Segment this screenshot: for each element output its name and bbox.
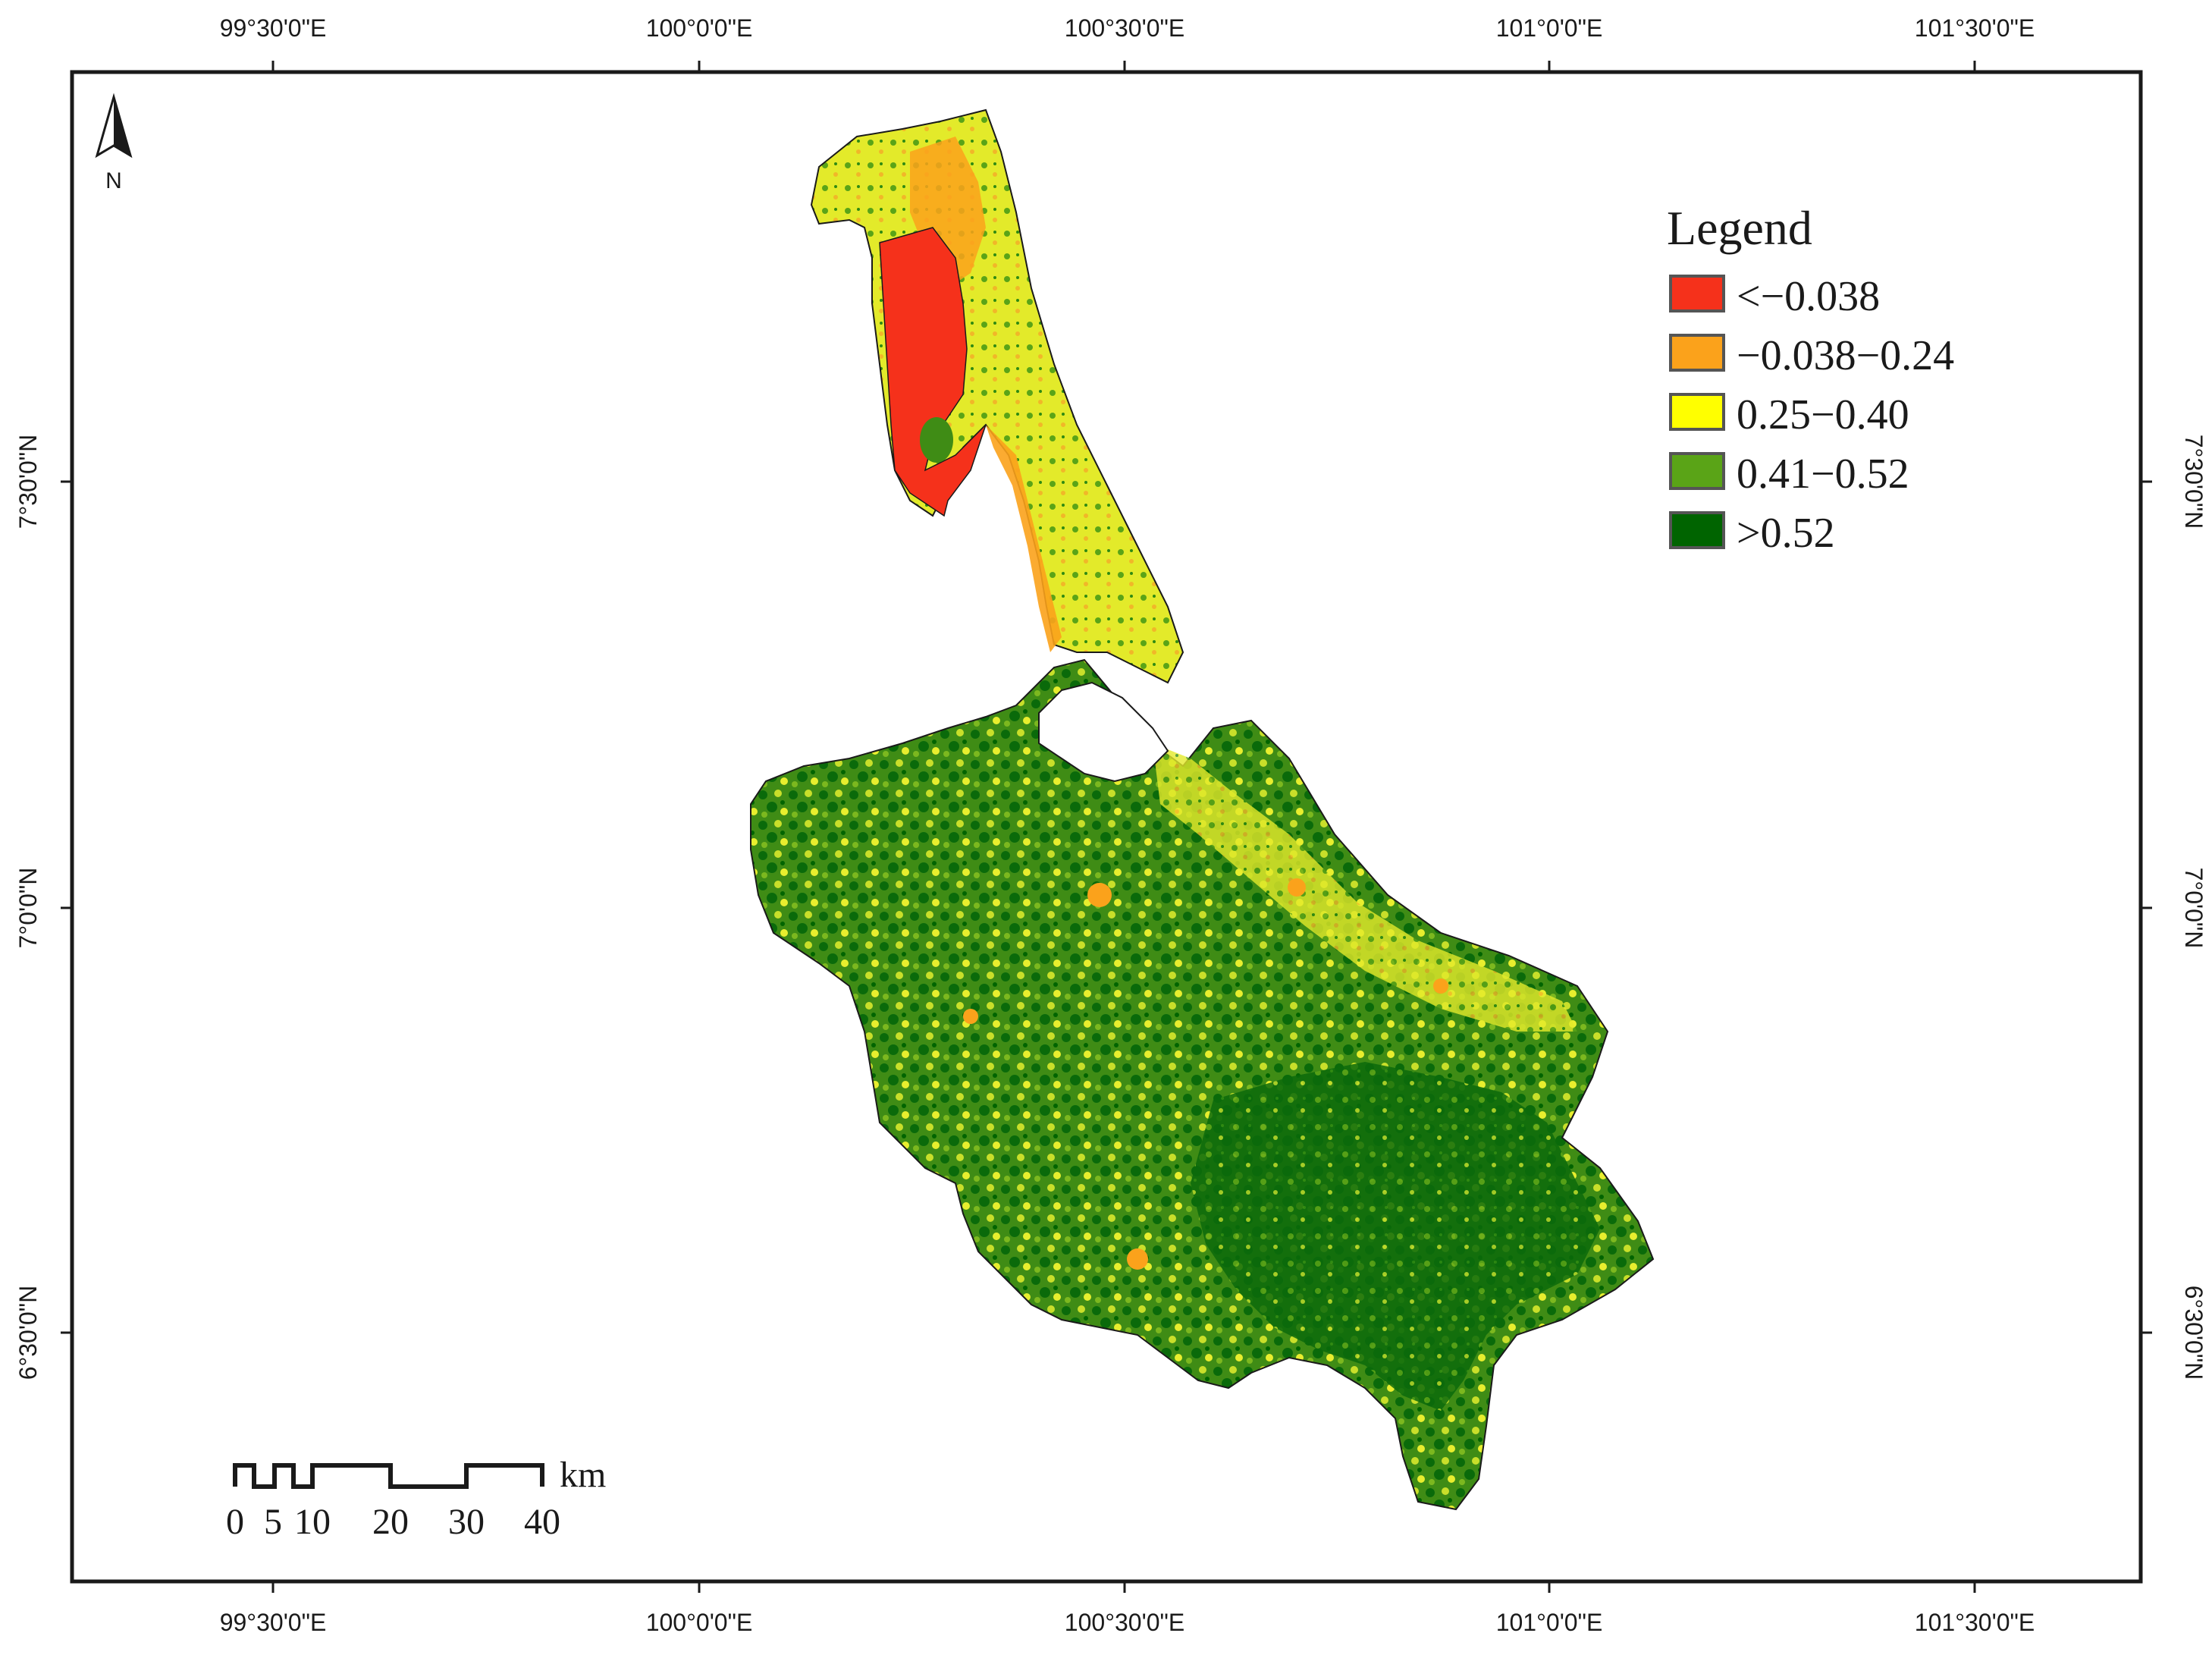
coastal-strip <box>1153 743 1577 1032</box>
spit-orange-channel <box>986 425 1062 652</box>
scale-tick-label: 30 <box>448 1502 485 1542</box>
scale-tick-label: 40 <box>524 1502 560 1542</box>
legend-label: −0.038−0.24 <box>1737 332 1954 379</box>
bottom-axis-label: 100°30'0"E <box>1065 1609 1184 1636</box>
left-axis-label: 7°30'0"N <box>14 435 42 529</box>
legend-swatch <box>1669 452 1725 490</box>
bottom-ticks <box>271 1581 1976 1593</box>
orange-spot <box>1087 883 1112 907</box>
right-ticks <box>2141 480 2152 1334</box>
orange-spot <box>1433 978 1448 994</box>
legend: Legend <−0.038 −0.038−0.24 0.25−0.40 0.4… <box>1667 201 1954 557</box>
orange-spot <box>1127 1248 1148 1270</box>
legend-label: <−0.038 <box>1737 273 1880 320</box>
right-axis-label: 6°30'0"N <box>2180 1286 2207 1380</box>
red-lagoon <box>879 227 987 517</box>
legend-item: 0.41−0.52 <box>1669 451 1909 498</box>
dense-vegetation-zone <box>1191 1062 1600 1411</box>
right-axis-label: 7°30'0"N <box>2180 435 2207 529</box>
top-axis-label: 99°30'0"E <box>220 14 327 42</box>
scale-tick-label: 10 <box>294 1502 331 1542</box>
orange-spot <box>963 1009 978 1024</box>
legend-item: >0.52 <box>1669 510 1835 557</box>
legend-swatch <box>1669 393 1725 431</box>
left-ticks <box>61 480 72 1334</box>
legend-label: 0.25−0.40 <box>1737 391 1909 438</box>
bottom-axis-label: 99°30'0"E <box>220 1609 327 1636</box>
legend-title: Legend <box>1667 201 1812 255</box>
lake <box>1038 681 1169 783</box>
bottom-axis-label: 100°0'0"E <box>646 1609 753 1636</box>
scale-tick-label: 20 <box>372 1502 409 1542</box>
legend-label: 0.41−0.52 <box>1737 451 1909 498</box>
lagoon-island <box>920 417 953 463</box>
bottom-axis-label: 101°30'0"E <box>1915 1609 2035 1636</box>
legend-swatch <box>1669 334 1725 372</box>
top-ticks <box>271 61 1976 72</box>
legend-item: <−0.038 <box>1669 273 1880 320</box>
top-axis-label: 101°30'0"E <box>1915 14 2035 42</box>
scale-bar: km 0 5 10 20 30 40 <box>226 1455 606 1542</box>
left-axis-label: 7°0'0"N <box>14 868 42 949</box>
north-arrow-half <box>114 97 130 155</box>
top-axis-label: 100°30'0"E <box>1065 14 1184 42</box>
top-axis-label: 100°0'0"E <box>646 14 753 42</box>
orange-spot <box>1288 878 1306 897</box>
scale-tick-label: 0 <box>226 1502 244 1542</box>
north-arrow: N <box>95 93 133 193</box>
scale-tick-label: 5 <box>264 1502 282 1542</box>
legend-item: 0.25−0.40 <box>1669 391 1909 438</box>
left-axis-label: 6°30'0"N <box>14 1286 42 1380</box>
top-axis-label: 101°0'0"E <box>1496 14 1603 42</box>
scale-unit: km <box>560 1455 606 1495</box>
legend-swatch <box>1669 511 1725 549</box>
right-axis-label: 7°0'0"N <box>2180 868 2207 949</box>
bottom-axis-label: 101°0'0"E <box>1496 1609 1603 1636</box>
legend-swatch <box>1669 275 1725 312</box>
north-label: N <box>105 168 122 193</box>
scale-bar-line <box>233 1463 544 1489</box>
legend-label: >0.52 <box>1737 510 1835 557</box>
legend-item: −0.038−0.24 <box>1669 332 1954 379</box>
